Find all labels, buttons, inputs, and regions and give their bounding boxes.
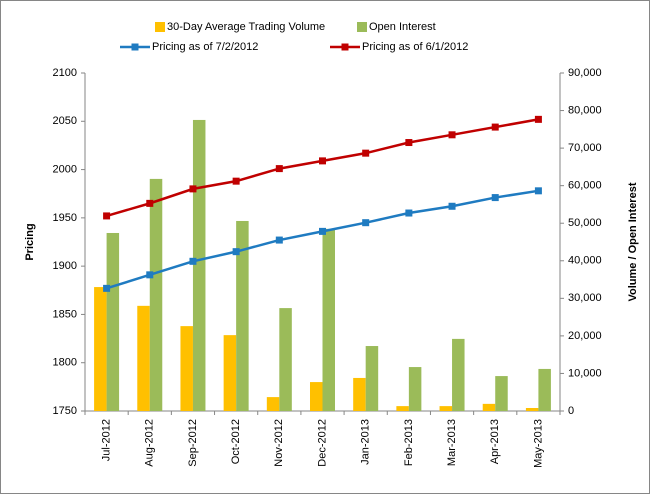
bar	[353, 377, 366, 411]
y-tick-label: 1800	[53, 357, 77, 369]
marker	[534, 115, 542, 123]
marker	[491, 194, 499, 202]
bar	[180, 326, 193, 411]
legend-swatch	[357, 22, 367, 32]
y2-tick-label: 90,000	[568, 67, 602, 79]
x-tick-label: Dec-2012	[316, 419, 328, 467]
marker	[232, 248, 240, 256]
x-tick-label: Jan-2013	[360, 419, 372, 465]
bar	[439, 406, 453, 411]
marker	[405, 139, 413, 147]
marker	[362, 219, 370, 227]
x-tick-label: Feb-2013	[403, 419, 415, 466]
marker	[189, 185, 197, 193]
x-tick-label: Sep-2012	[187, 419, 199, 467]
x-tick-label: Nov-2012	[273, 419, 285, 467]
marker	[448, 202, 456, 210]
bar	[365, 346, 379, 411]
y-axis-title: Pricing	[24, 223, 36, 260]
y2-tick-label: 30,000	[568, 292, 602, 304]
legend-label: 30-Day Average Trading Volume	[167, 21, 325, 33]
marker	[362, 149, 370, 157]
y-tick-label: 1850	[53, 308, 77, 320]
y-tick-label: 1750	[53, 405, 77, 417]
bar	[452, 338, 465, 411]
y2-tick-label: 0	[568, 405, 574, 417]
bar	[137, 305, 150, 411]
y2-tick-label: 40,000	[568, 255, 602, 267]
marker	[146, 199, 154, 207]
bar	[482, 403, 496, 411]
legend-label: Pricing as of 7/2/2012	[152, 41, 258, 53]
y-tick-label: 1900	[53, 260, 77, 272]
bar	[266, 397, 280, 411]
bar	[538, 368, 551, 411]
legend-swatch-marker	[131, 43, 139, 51]
bar	[94, 287, 107, 411]
y2-tick-label: 10,000	[568, 367, 602, 379]
bar	[396, 406, 409, 411]
y-tick-label: 2100	[53, 67, 77, 79]
legend-swatch-marker	[341, 43, 349, 51]
bar	[149, 178, 163, 411]
x-tick-label: Apr-2013	[489, 419, 501, 464]
marker	[189, 257, 197, 265]
y2-tick-label: 80,000	[568, 104, 602, 116]
marker	[491, 123, 499, 131]
y2-axis-title: Volume / Open Interest	[627, 182, 639, 301]
y2-tick-label: 60,000	[568, 180, 602, 192]
marker	[146, 271, 154, 279]
marker	[103, 212, 111, 220]
marker	[275, 236, 283, 244]
bar	[236, 220, 249, 411]
marker	[103, 284, 111, 292]
y-tick-label: 2050	[53, 115, 77, 127]
marker	[232, 177, 240, 185]
bar	[525, 407, 539, 411]
bar	[106, 232, 120, 411]
x-tick-label: May-2013	[532, 419, 544, 468]
y2-tick-label: 70,000	[568, 142, 602, 154]
y-tick-label: 1950	[53, 212, 77, 224]
x-tick-label: Mar-2013	[446, 419, 458, 466]
marker	[405, 209, 413, 217]
marker	[275, 165, 283, 173]
legend-swatch	[155, 22, 165, 32]
y2-tick-label: 20,000	[568, 330, 602, 342]
marker	[319, 227, 326, 235]
marker	[448, 131, 456, 139]
y-tick-label: 2000	[53, 163, 77, 175]
bar	[310, 382, 323, 411]
marker	[319, 157, 326, 165]
bar	[223, 335, 237, 411]
marker	[534, 187, 542, 195]
bar	[495, 376, 508, 411]
y2-tick-label: 50,000	[568, 217, 602, 229]
x-tick-label: Aug-2012	[144, 419, 156, 467]
bar	[192, 119, 206, 411]
legend-label: Pricing as of 6/1/2012	[362, 41, 468, 53]
x-tick-label: Oct-2012	[230, 419, 242, 464]
bar	[322, 228, 335, 411]
bar	[279, 308, 292, 411]
legend-label: Open Interest	[369, 21, 436, 33]
bar	[408, 367, 422, 411]
x-tick-label: Jul-2012	[100, 419, 112, 461]
